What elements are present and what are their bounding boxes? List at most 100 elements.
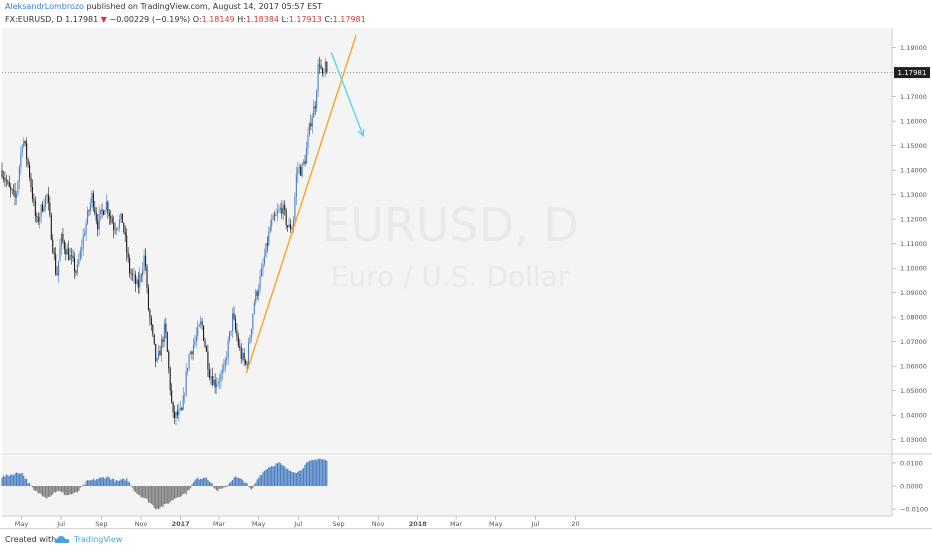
candle-body — [160, 351, 161, 356]
histogram-bar — [303, 468, 304, 486]
histogram-bar — [70, 486, 71, 494]
candle-body — [129, 258, 130, 273]
time-tick-label: Mar — [213, 520, 226, 528]
candle-body — [55, 254, 56, 273]
histogram-bar — [300, 470, 301, 486]
candle-body — [226, 358, 227, 359]
candle-body — [104, 210, 105, 215]
candle-body — [181, 408, 182, 410]
price-tick-label: 1.12000 — [900, 216, 927, 224]
candle-body — [45, 196, 46, 207]
histogram-bar — [148, 486, 149, 503]
histogram-bar — [244, 482, 245, 486]
histogram-bar — [91, 480, 92, 486]
histogram-bar — [202, 479, 203, 486]
histogram-bar — [251, 486, 252, 490]
histogram-bar — [178, 486, 179, 497]
histogram-bar — [283, 466, 284, 486]
candle-body — [231, 331, 232, 332]
histogram-bar — [242, 480, 243, 486]
candle-body — [41, 205, 42, 217]
candle-body — [245, 360, 246, 363]
histogram-bar — [257, 479, 258, 486]
histogram-bar — [173, 486, 174, 500]
histogram-bar — [231, 481, 232, 486]
candle-body — [233, 313, 234, 318]
candle-body — [271, 220, 272, 226]
price-tick-label: 1.16000 — [900, 118, 927, 126]
last-price-label: 1.17981 — [898, 69, 927, 77]
symbol-legend: FX:EURUSD, D 1.17981 ▼ −0.00229 (−0.19%)… — [5, 15, 366, 24]
candle-body — [81, 248, 82, 250]
candle-body — [15, 191, 16, 198]
candle-body — [296, 174, 297, 197]
candle-body — [126, 235, 127, 252]
histogram-bar — [146, 486, 147, 499]
candle-body — [42, 205, 43, 212]
candle-body — [57, 274, 58, 275]
histogram-bar — [315, 459, 316, 486]
histogram-bar — [249, 486, 250, 488]
candle-body — [212, 376, 213, 385]
candle-body — [276, 214, 277, 216]
histogram-bar — [86, 481, 87, 486]
candle-body — [128, 253, 129, 258]
candle-body — [171, 390, 172, 402]
histogram-bar — [162, 486, 163, 507]
candle-body — [87, 211, 88, 224]
chart-canvas[interactable]: EURUSD, D Euro / U.S. Dollar 1.190001.18… — [0, 26, 932, 528]
histogram-bar — [152, 486, 153, 505]
candle-body — [52, 240, 53, 253]
histogram-bar — [132, 486, 133, 488]
time-tick-label: Nov — [372, 520, 385, 528]
candle-body — [303, 161, 304, 163]
histogram-bar — [175, 486, 176, 498]
histogram-bar — [139, 486, 140, 495]
candle-body — [44, 207, 45, 211]
candle-body — [75, 271, 76, 272]
histogram-bar — [23, 476, 24, 486]
histogram-bar — [41, 486, 42, 494]
candle-body — [136, 279, 137, 283]
candle-body — [167, 332, 168, 351]
histogram-bar — [83, 485, 84, 486]
histogram-bar — [196, 479, 197, 486]
histogram-bar — [68, 486, 69, 495]
symbol-name[interactable]: FX:EURUSD, D — [5, 15, 63, 24]
candle-body — [247, 364, 248, 365]
candle-body — [142, 270, 143, 276]
candle-body — [258, 289, 259, 296]
candle-body — [158, 351, 159, 358]
candle-body — [58, 261, 59, 275]
candle-body — [59, 247, 60, 262]
candle-body — [86, 223, 87, 234]
candle-body — [26, 143, 27, 159]
histogram-bar — [151, 486, 152, 504]
candle-body — [49, 203, 50, 215]
author-link[interactable]: AleksandrLombrozo — [5, 2, 84, 11]
histogram-bar — [107, 476, 108, 486]
candle-body — [70, 255, 71, 260]
candle-body — [119, 220, 120, 228]
candle-body — [115, 230, 116, 231]
candle-body — [175, 412, 176, 418]
candle-body — [315, 106, 316, 108]
histogram-bar — [177, 486, 178, 497]
price-tick-label: 1.19000 — [900, 44, 927, 52]
histogram-bar — [29, 483, 30, 486]
candle-body — [184, 395, 185, 396]
histogram-bar — [225, 486, 226, 487]
candle-body — [238, 337, 239, 346]
tradingview-link[interactable]: TradingView — [74, 535, 122, 544]
histogram-bar — [213, 486, 214, 488]
candle-body — [48, 194, 49, 202]
histogram-bar — [59, 486, 60, 491]
candle-body — [218, 382, 219, 385]
candle-body — [99, 214, 100, 229]
candle-body — [267, 243, 268, 245]
candle-body — [80, 250, 81, 259]
histogram-bar — [265, 470, 266, 486]
footer: Created with TradingView — [0, 528, 932, 551]
histogram-bar — [246, 483, 247, 486]
histogram-bar — [161, 486, 162, 506]
